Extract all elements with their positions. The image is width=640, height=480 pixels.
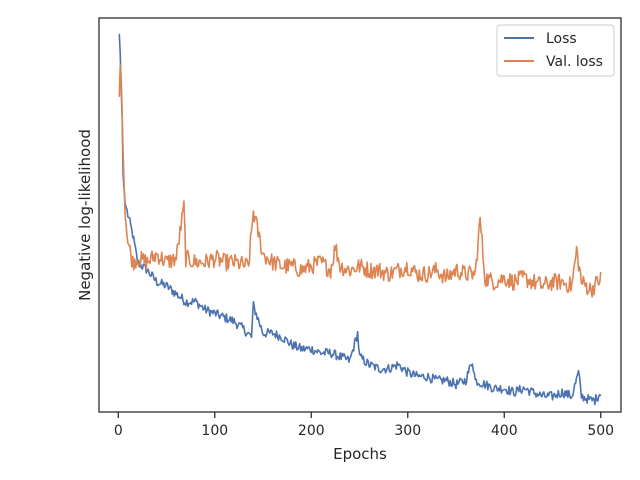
x-tick-label: 200 xyxy=(298,423,325,439)
series-line-loss xyxy=(118,33,602,406)
x-axis-ticks: 0 100 200 300 400 500 xyxy=(114,412,614,439)
y-axis-label: Negative log-likelihood xyxy=(76,129,94,301)
x-tick-label: 0 xyxy=(114,423,123,439)
series-layer xyxy=(118,33,602,406)
x-tick-label: 300 xyxy=(394,423,421,439)
x-tick-label: 100 xyxy=(201,423,228,439)
series-line-val-loss xyxy=(118,64,602,298)
x-tick-label: 500 xyxy=(587,423,614,439)
legend-label-val-loss: Val. loss xyxy=(546,54,603,70)
legend: Loss Val. loss xyxy=(496,24,615,77)
x-axis-label: Epochs xyxy=(333,445,387,463)
x-tick-label: 400 xyxy=(491,423,518,439)
plot-frame xyxy=(98,17,622,413)
legend-label-loss: Loss xyxy=(546,31,577,47)
